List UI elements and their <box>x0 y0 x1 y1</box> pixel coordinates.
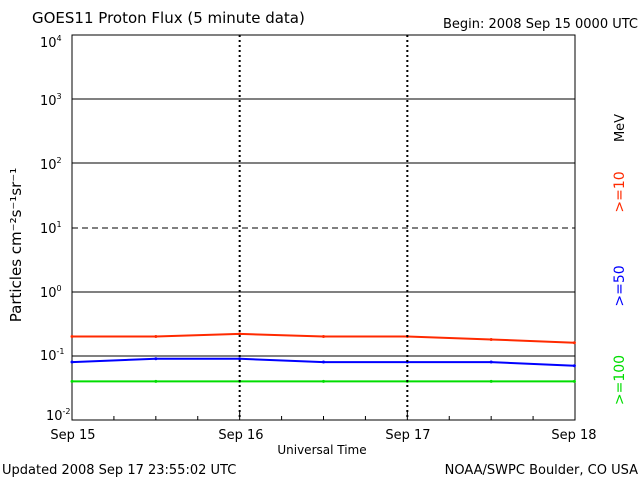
x-tick-labels: Sep 15 Sep 16 Sep 17 Sep 18 <box>50 428 596 443</box>
series-point <box>572 364 576 368</box>
series-point <box>238 357 242 361</box>
series-point <box>572 341 576 345</box>
series-point <box>322 379 325 383</box>
legend-ge10: >=10 <box>612 171 628 212</box>
legend-ge100: >=100 <box>612 355 628 405</box>
y-tick-labels: 10-2 10-1 100 101 102 103 104 <box>40 34 71 424</box>
y-tick-label: 103 <box>40 92 62 109</box>
x-tick-label: Sep 17 <box>385 428 430 443</box>
series-point <box>238 332 242 336</box>
series-point <box>322 360 325 364</box>
y-tick-label: 101 <box>40 220 62 237</box>
series-point <box>70 335 74 339</box>
series-point <box>154 357 158 361</box>
series-point <box>489 360 493 364</box>
x-tick-label: Sep 16 <box>218 428 263 443</box>
unit-label: MeV <box>613 114 628 142</box>
y-tick-label: 104 <box>40 34 62 51</box>
tick-layer <box>71 35 576 420</box>
x-axis-label: Universal Time <box>277 443 366 457</box>
y-tick-label: 10-1 <box>40 347 65 364</box>
chart-title: GOES11 Proton Flux (5 minute data) <box>32 9 305 27</box>
credit-label: NOAA/SWPC Boulder, CO USA <box>445 463 638 478</box>
series-point <box>70 379 74 383</box>
series-point <box>572 379 576 383</box>
series-point <box>70 360 74 364</box>
x-tick-label: Sep 18 <box>551 428 596 443</box>
series-point <box>154 335 158 339</box>
y-tick-label: 100 <box>40 284 62 301</box>
y-tick-label: 102 <box>40 156 62 173</box>
updated-label: Updated 2008 Sep 17 23:55:02 UTC <box>2 463 236 478</box>
series-point <box>489 337 493 341</box>
y-axis-label: Particles cm⁻²s⁻¹sr⁻¹ <box>7 168 25 322</box>
series-point <box>322 335 325 339</box>
series-layer <box>70 332 576 383</box>
series-point <box>489 379 493 383</box>
series-point <box>154 379 158 383</box>
begin-label: Begin: 2008 Sep 15 0000 UTC <box>443 17 638 32</box>
x-tick-label: Sep 15 <box>50 428 95 443</box>
legend-ge50: >=50 <box>612 265 628 306</box>
y-tick-label: 10-2 <box>46 407 71 424</box>
